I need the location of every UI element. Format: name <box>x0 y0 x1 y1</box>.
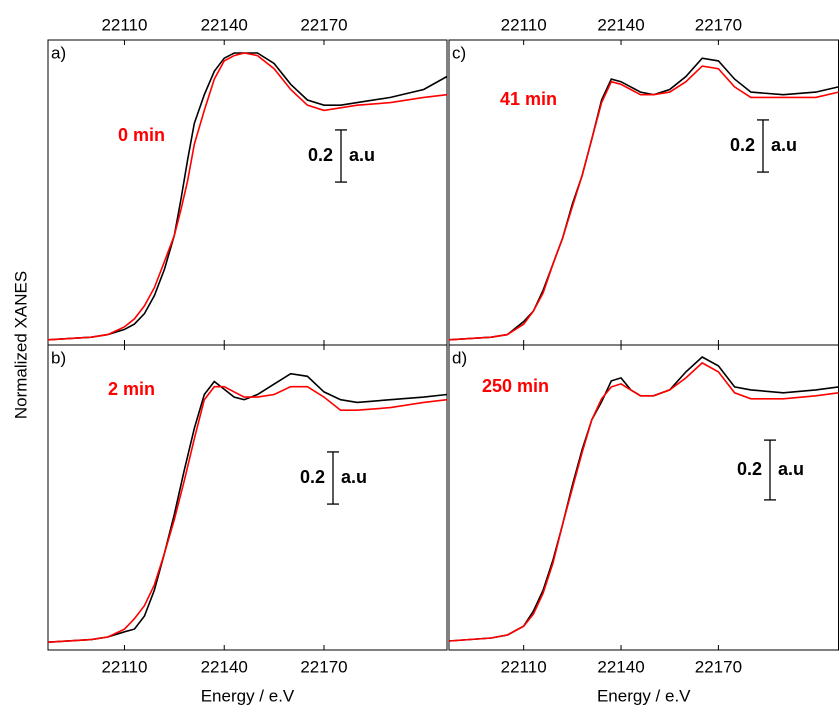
x-axis-label: Energy / e.V <box>597 686 691 705</box>
scale-bar-label: 0.2 <box>730 135 755 155</box>
data-line <box>47 372 448 643</box>
x-tick-label: 22140 <box>597 15 644 34</box>
data-line <box>47 52 448 341</box>
scale-bar-unit: a.u <box>341 467 367 487</box>
x-tick-label: 22110 <box>101 657 147 676</box>
scale-bar-unit: a.u <box>349 145 375 165</box>
annotation: 250 min <box>482 376 549 396</box>
panel-label: d) <box>452 348 467 367</box>
scale-bar-label: 0.2 <box>300 467 325 487</box>
data-line <box>47 52 448 341</box>
panel-label: b) <box>51 348 66 367</box>
scale-bar-unit: a.u <box>778 459 804 479</box>
x-tick-label: 22170 <box>695 657 742 676</box>
x-tick-label: 22110 <box>501 15 547 34</box>
annotation: 0 min <box>118 125 165 145</box>
plot-frame <box>448 39 839 346</box>
y-axis-label: Normalized XANES <box>11 271 30 419</box>
scale-bar-label: 0.2 <box>308 145 333 165</box>
x-tick-label: 22140 <box>597 657 644 676</box>
x-axis-label: Energy / e.V <box>201 686 295 705</box>
data-line <box>47 385 448 643</box>
x-tick-label: 22110 <box>101 15 147 34</box>
x-tick-label: 22140 <box>201 657 248 676</box>
annotation: 41 min <box>500 89 557 109</box>
scale-bar-unit: a.u <box>771 135 797 155</box>
data-line <box>448 361 839 642</box>
x-tick-label: 22140 <box>201 15 248 34</box>
x-tick-label: 22170 <box>300 15 347 34</box>
plot-frame <box>47 39 448 346</box>
scale-bar-label: 0.2 <box>737 459 762 479</box>
data-line <box>448 356 839 642</box>
x-tick-label: 22170 <box>695 15 742 34</box>
panel-label: c) <box>452 43 466 62</box>
data-line <box>448 65 839 341</box>
annotation: 2 min <box>108 379 155 399</box>
panel-label: a) <box>51 43 66 62</box>
plot-frame <box>47 344 448 651</box>
x-tick-label: 22170 <box>300 657 347 676</box>
x-tick-label: 22110 <box>501 657 547 676</box>
